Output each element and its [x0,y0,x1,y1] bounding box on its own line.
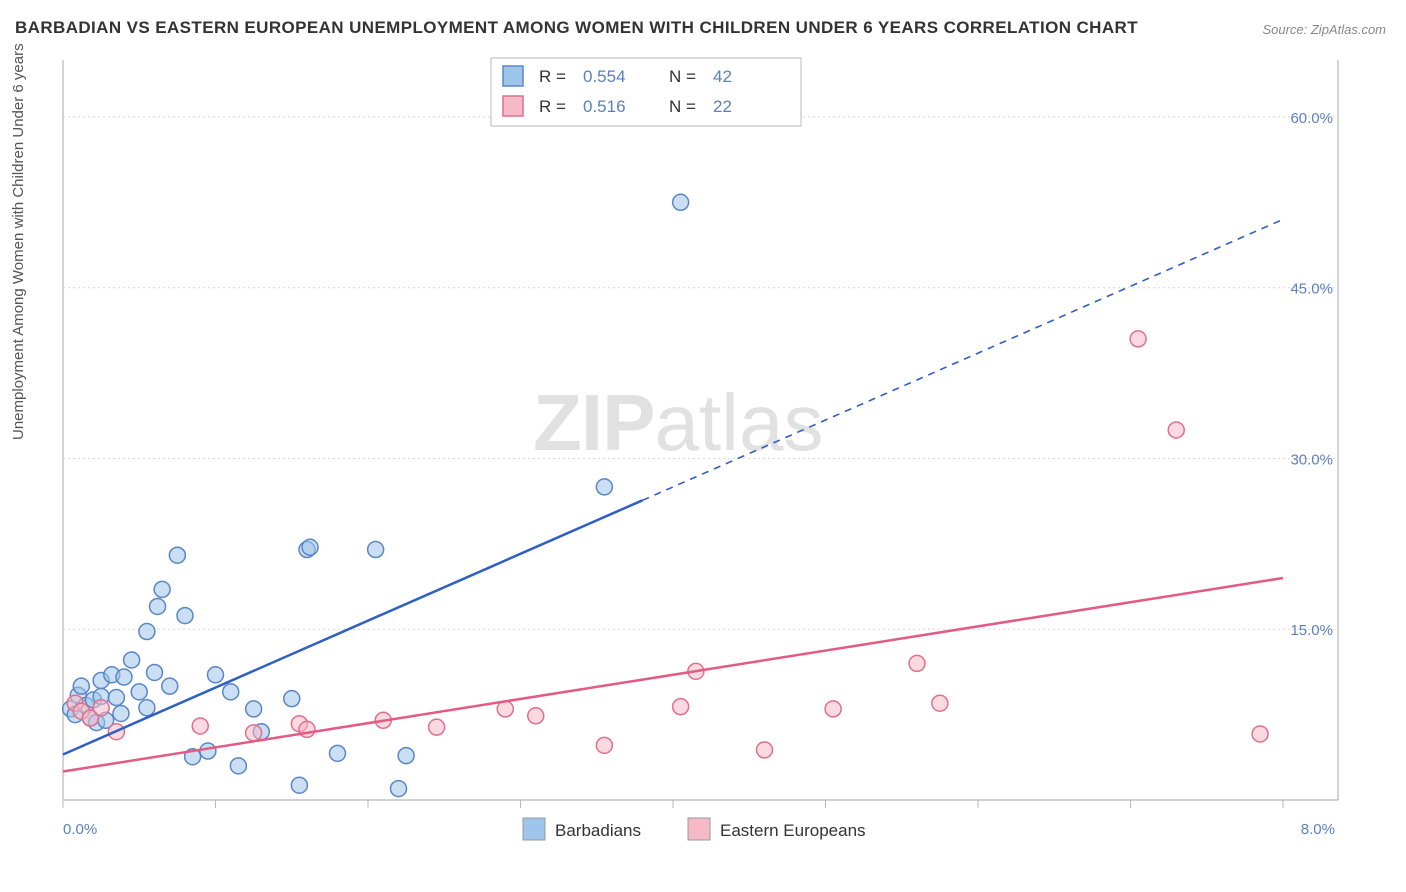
scatter-point [230,758,246,774]
stats-r-value: 0.516 [583,97,626,116]
stats-r-label: R = [539,67,566,86]
chart-svg: 0.0% 8.0% 15.0% 30.0% 45.0% 60.0% ZIPatlas R = 0… [53,50,1353,850]
scatter-point [139,624,155,640]
scatter-point [139,700,155,716]
scatter-point [673,699,689,715]
source-credit: Source: ZipAtlas.com [1262,22,1386,37]
scatter-point [757,742,773,758]
scatter-point [150,598,166,614]
trend-line-dashed [643,219,1284,500]
scatter-point [1252,726,1268,742]
stats-n-value: 22 [713,97,732,116]
scatter-point [108,690,124,706]
scatter-point [113,705,129,721]
y-axis-label: Unemployment Among Women with Children U… [10,43,27,440]
scatter-point [192,718,208,734]
stats-swatch [503,66,523,86]
watermark: ZIPatlas [533,378,823,467]
scatter-point [246,725,262,741]
scatter-point [147,664,163,680]
chart-title: BARBADIAN VS EASTERN EUROPEAN UNEMPLOYME… [15,18,1138,38]
x-tick-label: 0.0% [63,821,97,838]
y-tick-label: 60.0% [1290,110,1333,127]
scatter-point [429,719,445,735]
legend-swatch [523,818,545,840]
stats-n-label: N = [669,97,696,116]
scatter-point [291,777,307,793]
scatter-point [391,781,407,797]
scatter-point [299,721,315,737]
scatter-point [1130,331,1146,347]
legend-label: Barbadians [555,821,641,840]
scatter-point [162,678,178,694]
stats-r-value: 0.554 [583,67,626,86]
scatter-point [169,547,185,563]
scatter-point [208,667,224,683]
scatter-point [302,539,318,555]
scatter-point [223,684,239,700]
scatter-point [1168,422,1184,438]
scatter-point [200,743,216,759]
scatter-point [284,691,300,707]
scatter-point [596,737,612,753]
stats-r-label: R = [539,97,566,116]
scatter-point [177,608,193,624]
scatter-point [932,695,948,711]
scatter-point [330,745,346,761]
stats-swatch [503,96,523,116]
stats-n-value: 42 [713,67,732,86]
scatter-point [116,669,132,685]
stats-box [491,58,801,126]
scatter-point [596,479,612,495]
x-tick-label: 8.0% [1301,821,1335,838]
scatter-point [246,701,262,717]
scatter-point [124,652,140,668]
y-tick-label: 45.0% [1290,281,1333,298]
scatter-point [398,748,414,764]
stats-n-label: N = [669,67,696,86]
y-tick-label: 30.0% [1290,451,1333,468]
y-tick-label: 15.0% [1290,622,1333,639]
scatter-point [528,708,544,724]
scatter-point [368,542,384,558]
plot-area: 0.0%8.0%15.0%30.0%45.0%60.0%ZIPatlasR =0… [53,50,1353,820]
scatter-point [131,684,147,700]
legend-label: Eastern Europeans [720,821,866,840]
scatter-point [825,701,841,717]
legend-swatch [688,818,710,840]
chart-container: BARBADIAN VS EASTERN EUROPEAN UNEMPLOYME… [0,0,1406,892]
scatter-point [73,678,89,694]
scatter-point [909,655,925,671]
scatter-point [673,194,689,210]
scatter-point [154,581,170,597]
scatter-point [93,700,109,716]
